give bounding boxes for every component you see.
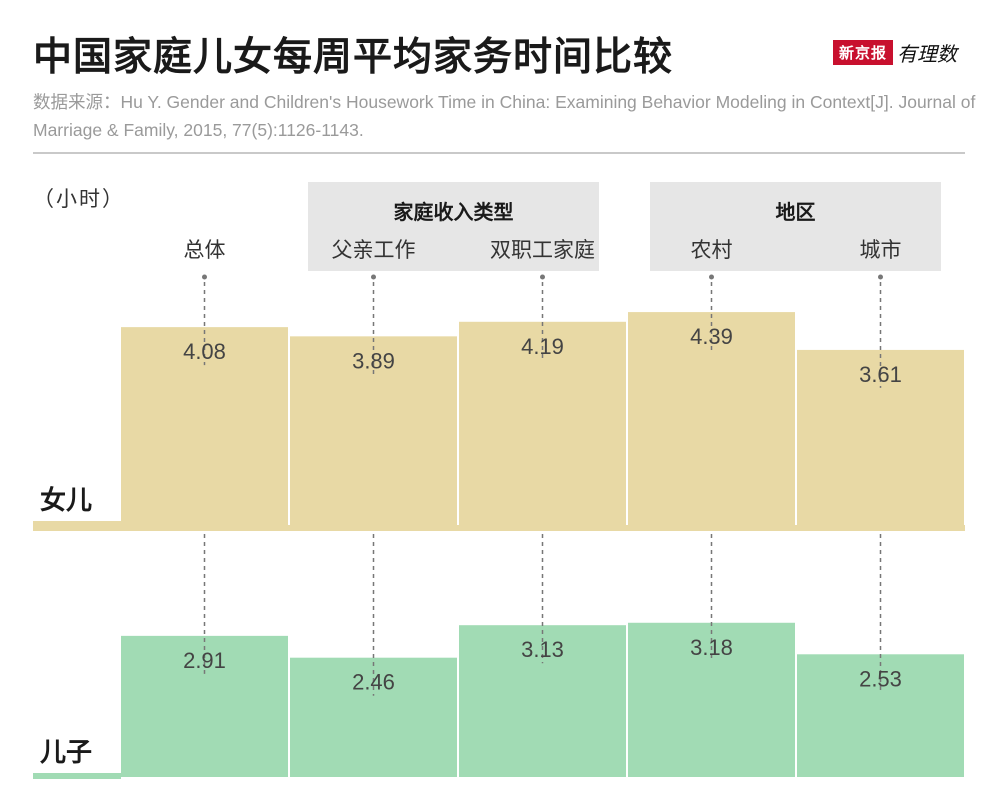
value-label-0-2: 4.19	[521, 334, 564, 359]
group-box-income: 家庭收入类型	[308, 182, 599, 271]
bar-1-0	[121, 635, 288, 777]
guide-dot-top-1	[371, 274, 376, 280]
logo-script: 有理数	[897, 42, 958, 66]
unit-label: （小时）	[33, 187, 125, 211]
bar-1-4	[797, 654, 964, 777]
guide-dot-top-4	[878, 274, 883, 280]
group-title-region: 地区	[775, 200, 816, 224]
header-divider	[33, 152, 965, 154]
series-label-1: 儿子	[40, 738, 92, 768]
guide-dot-top-2	[540, 274, 545, 280]
guide-dot-top-0	[202, 274, 207, 280]
bar-0-0	[121, 327, 288, 525]
panel-divider	[33, 525, 965, 531]
group-title-income: 家庭收入类型	[393, 200, 514, 224]
category-label-3: 农村	[690, 238, 733, 262]
bar-1-2	[459, 625, 626, 777]
bar-1-1	[290, 657, 457, 777]
value-label-1-3: 3.18	[690, 635, 733, 660]
category-label-1: 父亲工作	[331, 238, 416, 262]
bar-0-1	[290, 336, 457, 525]
brand-logo: 新京报 有理数	[833, 38, 957, 67]
value-label-1-0: 2.91	[183, 648, 226, 673]
value-label-1-4: 2.53	[859, 666, 902, 691]
series-label-0: 女儿	[40, 485, 92, 516]
category-label-2: 双职工家庭	[490, 238, 595, 262]
logo-text: 新京报	[833, 40, 894, 65]
baseline-strip-0	[33, 521, 121, 527]
group-box-region: 地区	[650, 182, 941, 271]
category-label-0: 总体	[183, 238, 226, 262]
category-label-4: 城市	[859, 238, 902, 262]
value-label-0-0: 4.08	[183, 339, 226, 364]
guide-dot-top-3	[709, 274, 714, 280]
value-label-1-2: 3.13	[521, 637, 564, 662]
value-label-1-1: 2.46	[352, 670, 395, 695]
value-label-0-3: 4.39	[690, 324, 733, 349]
value-label-0-1: 3.89	[352, 348, 395, 373]
value-label-0-4: 3.61	[859, 362, 902, 387]
chart-title: 中国家庭儿女每周平均家务时间比较	[33, 35, 674, 80]
data-source: 数据来源：Hu Y. Gender and Children's Housewo…	[33, 92, 976, 140]
baseline-strip-1	[33, 773, 121, 779]
